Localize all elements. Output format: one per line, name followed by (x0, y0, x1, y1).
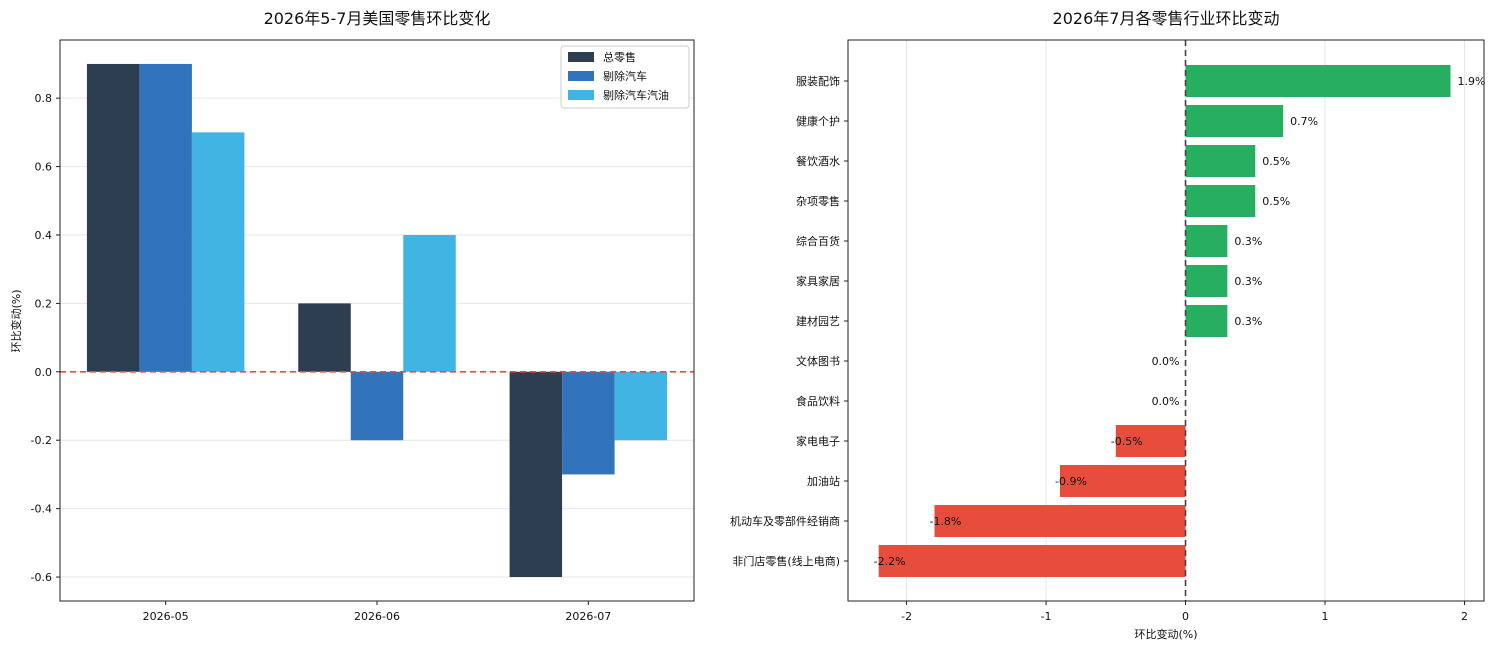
left-x-ticks: 2026-05 2026-06 2026-07 (143, 601, 611, 623)
category-label: 综合百货 (796, 234, 840, 248)
right-x-tick-label: 0 (1182, 610, 1189, 623)
data-label: 0.0% (1152, 395, 1180, 408)
left-y-tick-label: 0.8 (35, 92, 53, 105)
bar-2026-05-剔除汽车汽油 (191, 132, 245, 372)
category-label: 杂项零售 (796, 194, 840, 208)
right-plot-frame (847, 39, 1485, 602)
bar-机动车及零部件经销商 (934, 505, 1186, 537)
left-y-tick-label: -0.6 (31, 571, 52, 584)
bar-2026-06-剔除汽车 (350, 371, 404, 441)
left-x-tick-label: 2026-06 (354, 610, 400, 623)
left-y-tick-label: -0.2 (31, 434, 52, 447)
left-x-tick-label: 2026-07 (565, 610, 611, 623)
right-x-axis-label: 环比变动(%) (1134, 627, 1197, 641)
left-y-ticks: -0.6 -0.4 -0.2 0.0 0.2 0.4 0.6 0.8 (31, 92, 60, 584)
legend-label-ex-auto: 剔除汽车 (603, 69, 647, 83)
category-label: 机动车及零部件经销商 (730, 514, 840, 528)
left-y-tick-label: 0.6 (35, 161, 53, 174)
category-label: 家电电子 (796, 434, 840, 448)
left-legend: 总零售 剔除汽车 剔除汽车汽油 (560, 45, 690, 109)
right-x-ticks: -2 -1 0 1 2 (901, 601, 1468, 623)
right-bars (878, 65, 1451, 577)
left-y-tick-label: -0.4 (31, 503, 52, 516)
left-y-tick-label: 0.4 (35, 229, 53, 242)
right-x-tick-label: -1 (1041, 610, 1052, 623)
right-chart-title: 2026年7月各零售行业环比变动 (1053, 9, 1280, 28)
category-label: 文体图书 (796, 354, 840, 368)
bar-加油站 (1060, 465, 1186, 497)
left-bars (86, 63, 668, 578)
data-label: 0.0% (1152, 355, 1180, 368)
data-label: 0.5% (1262, 155, 1290, 168)
bar-餐饮酒水 (1185, 145, 1256, 177)
data-label: 0.5% (1262, 195, 1290, 208)
data-label: 0.3% (1234, 275, 1262, 288)
bar-2026-05-总零售 (86, 63, 140, 372)
legend-swatch-total (568, 52, 594, 62)
bar-2026-07-总零售 (509, 371, 563, 578)
bar-建材园艺 (1185, 305, 1228, 337)
legend-label-total: 总零售 (603, 50, 636, 64)
legend-label-ex-auto-gas: 剔除汽车汽油 (603, 88, 669, 102)
category-label: 建材园艺 (796, 314, 840, 328)
bar-2026-06-剔除汽车汽油 (403, 234, 456, 372)
bar-服装配饰 (1185, 65, 1451, 97)
bar-2026-06-总零售 (298, 303, 351, 372)
data-label: -0.5% (1111, 435, 1143, 448)
category-label: 食品饮料 (796, 394, 840, 408)
bar-家具家居 (1185, 265, 1228, 297)
category-label: 服装配饰 (796, 74, 840, 88)
left-x-tick-label: 2026-05 (143, 610, 189, 623)
left-y-axis-label: 环比变动(%) (9, 289, 23, 352)
right-chart: 2026年7月各零售行业环比变动 环比变动(%) 1.9% 0.7% 0.5% 0.5… (730, 9, 1485, 641)
left-chart: 2026年5-7月美国零售环比变化 环比变动(%) -0.6 -0.4 -0.2 0.… (9, 9, 695, 623)
data-label: -1.8% (929, 515, 961, 528)
left-chart-title: 2026年5-7月美国零售环比变化 (264, 9, 491, 28)
data-label: -2.2% (874, 555, 906, 568)
bar-杂项零售 (1185, 185, 1256, 217)
legend-swatch-ex-auto (568, 71, 594, 81)
right-x-tick-label: 2 (1461, 610, 1468, 623)
category-label: 健康个护 (796, 114, 840, 128)
data-label: -0.9% (1055, 475, 1087, 488)
bar-综合百货 (1185, 225, 1228, 257)
left-plot-frame (59, 39, 695, 602)
bar-非门店零售(线上电商) (878, 545, 1186, 577)
data-label: 0.7% (1290, 115, 1318, 128)
left-y-tick-label: 0.0 (35, 366, 53, 379)
data-label: 0.3% (1234, 315, 1262, 328)
bar-2026-05-剔除汽车 (139, 63, 192, 372)
bar-家电电子 (1115, 425, 1186, 457)
left-y-tick-label: 0.2 (35, 297, 53, 310)
bar-健康个护 (1185, 105, 1284, 137)
bar-2026-07-剔除汽车汽油 (614, 371, 668, 441)
category-label: 餐饮酒水 (796, 154, 840, 168)
category-label: 非门店零售(线上电商) (732, 554, 840, 568)
right-x-tick-label: 1 (1322, 610, 1329, 623)
bar-2026-07-剔除汽车 (562, 371, 615, 475)
right-x-tick-label: -2 (901, 610, 912, 623)
category-label: 家具家居 (796, 274, 840, 288)
data-label: 1.9% (1458, 75, 1486, 88)
right-data-labels: 1.9% 0.7% 0.5% 0.5% 0.3% 0.3% 0.3% 0.0% 0.0% -0.5… (874, 75, 1486, 568)
legend-swatch-ex-auto-gas (568, 90, 594, 100)
category-label: 加油站 (807, 474, 840, 488)
right-category-ticks: 服装配饰健康个护餐饮酒水杂项零售综合百货家具家居建材园艺文体图书食品饮料家电电子… (730, 74, 848, 568)
data-label: 0.3% (1234, 235, 1262, 248)
